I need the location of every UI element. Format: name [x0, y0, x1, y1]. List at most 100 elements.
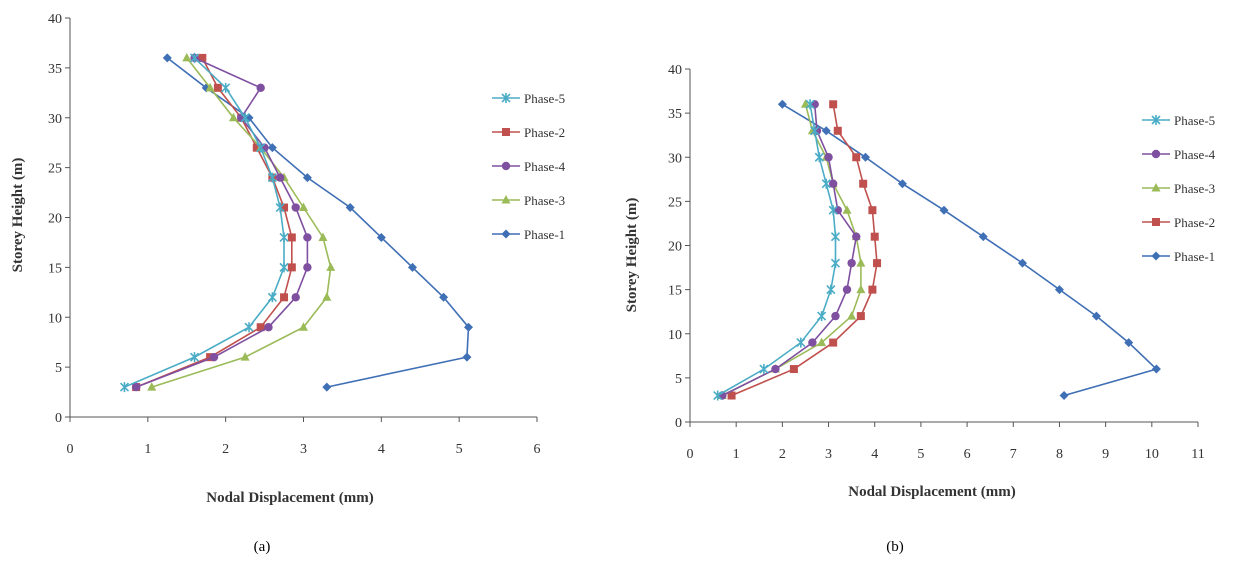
legend-label: Phase-2 [1174, 215, 1215, 230]
x-tick-label: 1 [733, 447, 740, 462]
data-point [856, 284, 866, 294]
legend-label: Phase-4 [524, 159, 566, 174]
data-point [244, 322, 254, 333]
legend: Phase-5 Phase-4 Phase-3 Phase-2 Phase-1 [1142, 113, 1216, 264]
data-point [828, 205, 838, 216]
x-tick-label: 0 [67, 442, 74, 457]
y-tick-label: 20 [668, 240, 682, 255]
data-point [189, 52, 200, 63]
data-point [771, 364, 780, 374]
data-point [859, 179, 868, 188]
x-tick-label: 5 [917, 447, 924, 462]
data-point [322, 292, 332, 301]
x-tick-label: 2 [222, 442, 229, 457]
legend: Phase-5 Phase-2 Phase-4 Phase-3 Phase-1 [492, 91, 566, 242]
y-tick-label: 15 [668, 284, 682, 299]
data-point [221, 82, 231, 93]
data-point [828, 179, 838, 188]
series-line [124, 57, 285, 388]
legend-label: Phase-3 [1174, 181, 1215, 196]
data-point [842, 285, 852, 294]
data-point [870, 232, 879, 241]
x-tick-label: 6 [964, 447, 971, 462]
data-point [256, 142, 266, 153]
data-point [847, 311, 857, 320]
series-phase-5 [119, 52, 289, 393]
data-point [299, 322, 308, 331]
series-phase-2 [132, 53, 296, 392]
data-point [821, 178, 831, 189]
x-tick-label: 0 [687, 447, 694, 462]
legend-marker [1151, 251, 1161, 261]
data-point [852, 153, 861, 162]
data-point [303, 233, 312, 242]
legend-marker [1151, 183, 1161, 192]
x-tick-label: 11 [1191, 447, 1204, 462]
data-point [256, 83, 265, 93]
data-point [831, 311, 840, 321]
data-point [824, 153, 833, 162]
data-point [252, 143, 261, 152]
x-axis-label: Nodal Displacement (mm) [206, 490, 373, 506]
y-tick-label: 5 [55, 361, 62, 376]
series-line [717, 104, 837, 397]
data-point [821, 126, 831, 136]
data-point [256, 323, 265, 332]
data-point [817, 337, 827, 347]
data-point [847, 258, 856, 268]
legend-item: Phase-4 [492, 159, 566, 174]
legend-item: Phase-2 [1142, 215, 1215, 230]
series-phase-4 [131, 53, 312, 392]
data-point [1151, 364, 1161, 374]
data-point [856, 258, 866, 267]
data-point [267, 292, 277, 303]
data-point [829, 338, 838, 347]
legend-label: Phase-1 [1174, 249, 1215, 264]
y-tick-label: 20 [48, 212, 62, 227]
x-tick-label: 9 [1102, 447, 1109, 462]
data-point [439, 292, 449, 302]
data-point [299, 202, 308, 212]
y-tick-label: 5 [675, 372, 682, 387]
data-point [796, 337, 806, 348]
data-point [302, 173, 312, 183]
y-tick-label: 25 [48, 162, 62, 177]
x-tick-label: 5 [456, 442, 463, 457]
legend-marker [501, 93, 511, 103]
data-point [240, 352, 250, 361]
series-line [781, 103, 1158, 397]
x-tick-label: 6 [534, 442, 541, 457]
data-point [205, 82, 215, 92]
data-point [829, 100, 838, 109]
data-point [407, 262, 417, 272]
data-point [279, 232, 289, 243]
data-point [267, 172, 277, 183]
x-tick-label: 1 [144, 442, 151, 457]
legend-item: Phase-5 [492, 91, 565, 106]
data-point [713, 390, 723, 401]
data-point [1054, 285, 1064, 295]
data-point [842, 205, 852, 214]
legend-label: Phase-3 [524, 193, 565, 208]
series-line [721, 104, 862, 397]
legend-marker [502, 128, 510, 136]
data-point [182, 52, 192, 62]
data-point [830, 231, 841, 242]
y-tick-label: 30 [668, 151, 682, 166]
y-tick-label: 15 [48, 261, 62, 276]
data-point [808, 338, 817, 347]
data-point [322, 382, 332, 392]
y-tick-label: 25 [668, 195, 682, 210]
data-point [189, 352, 200, 363]
data-point [873, 259, 882, 268]
legend-item: Phase-1 [1142, 249, 1215, 264]
data-point [897, 179, 907, 189]
data-point [727, 391, 736, 400]
data-point [345, 203, 355, 213]
data-point [464, 322, 474, 332]
y-tick-label: 40 [668, 63, 682, 78]
data-point [198, 53, 207, 62]
data-point [267, 143, 277, 153]
y-tick-label: 10 [668, 328, 682, 343]
